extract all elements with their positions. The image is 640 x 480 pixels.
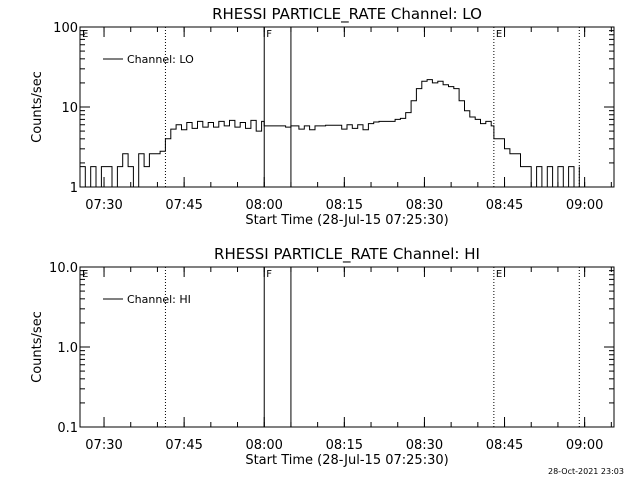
y-tick-label: 1 <box>70 181 78 196</box>
flag-label: E <box>496 29 502 40</box>
series-line-0 <box>80 79 580 188</box>
legend-label: Channel: LO <box>127 53 194 66</box>
x-tick-label: 07:45 <box>165 198 202 213</box>
y-tick-label: 10.0 <box>49 261 78 276</box>
y-tick-label: 0.1 <box>57 421 78 436</box>
x-tick-label: 09:00 <box>566 438 603 453</box>
chart-panel-0 <box>79 26 615 188</box>
flag-label: E <box>496 269 502 280</box>
x-tick-label: 07:45 <box>165 438 202 453</box>
y-axis-label: Counts/sec <box>30 311 45 383</box>
x-tick-label: 09:00 <box>566 198 603 213</box>
flag-label: E <box>82 29 88 40</box>
chart-title: RHESSI PARTICLE_RATE Channel: LO <box>212 5 482 24</box>
x-tick-label: 08:15 <box>326 438 363 453</box>
x-axis-label: Start Time (28-Jul-15 07:25:30) <box>245 453 448 468</box>
flag-label: F <box>266 29 272 40</box>
y-tick-label: 10 <box>61 101 78 116</box>
flag-label: F <box>266 269 272 280</box>
footer-timestamp: 28-Oct-2021 23:03 <box>548 467 624 476</box>
x-tick-label: 08:00 <box>245 198 282 213</box>
plot-frame <box>79 26 615 188</box>
x-tick-label: 08:15 <box>326 198 363 213</box>
x-tick-label: 07:30 <box>85 198 122 213</box>
x-tick-label: 08:30 <box>406 198 443 213</box>
plot-frame <box>79 266 615 428</box>
x-tick-label: 08:30 <box>406 438 443 453</box>
x-tick-label: 08:45 <box>486 438 523 453</box>
y-axis-label: Counts/sec <box>30 71 45 143</box>
y-tick-label: 100 <box>53 21 78 36</box>
flag-label: E <box>82 269 88 280</box>
x-tick-label: 08:45 <box>486 198 523 213</box>
x-axis-label: Start Time (28-Jul-15 07:25:30) <box>245 213 448 228</box>
y-tick-label: 1.0 <box>57 341 78 356</box>
legend-label: Channel: HI <box>127 293 191 306</box>
chart-title: RHESSI PARTICLE_RATE Channel: HI <box>214 245 480 264</box>
x-tick-label: 08:00 <box>245 438 282 453</box>
x-tick-label: 07:30 <box>85 438 122 453</box>
chart-panel-1 <box>79 266 615 428</box>
